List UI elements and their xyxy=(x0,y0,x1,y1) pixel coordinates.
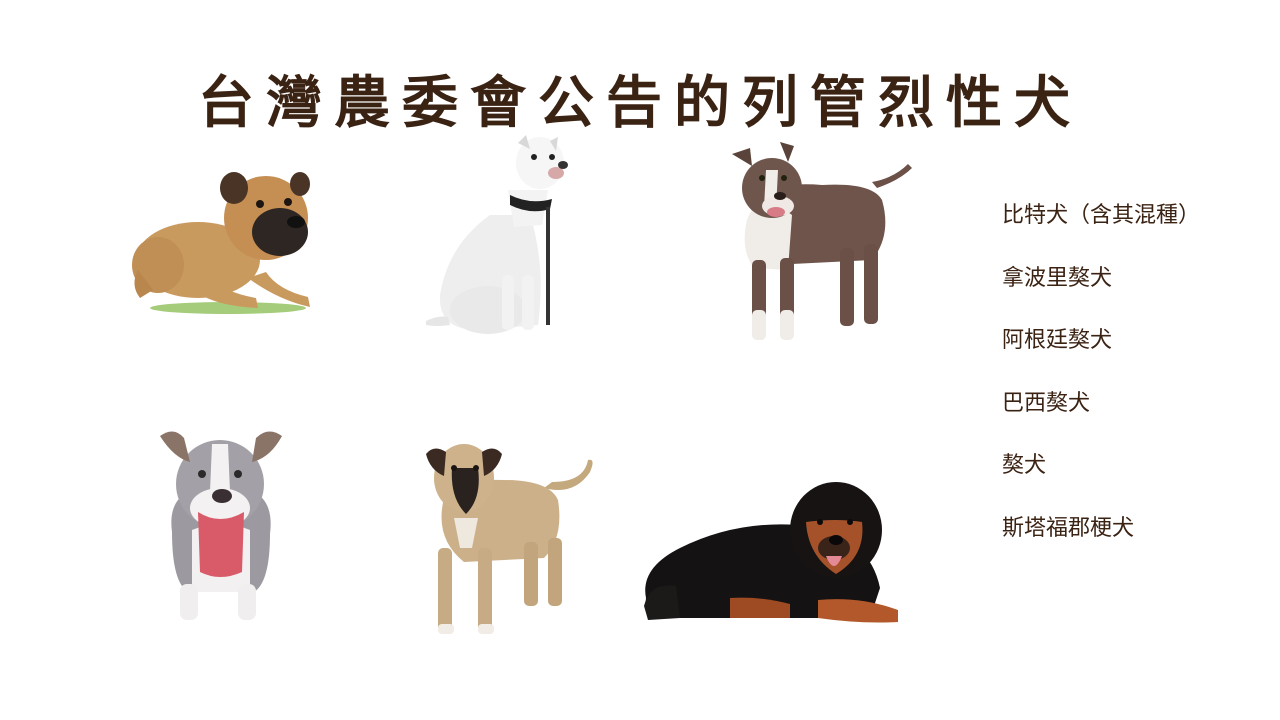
bullmastiff-lying-photo xyxy=(128,160,318,320)
breed-item: 比特犬（含其混種） xyxy=(1002,203,1201,228)
tibetan-mastiff-lying-photo xyxy=(640,478,902,630)
breed-item: 巴西獒犬 xyxy=(1002,390,1091,416)
pit-bull-head-photo xyxy=(158,422,284,626)
breed-item: 獒犬 xyxy=(1002,453,1047,478)
dogo-argentino-sitting-photo xyxy=(418,135,568,335)
breed-item: 拿波里獒犬 xyxy=(1002,265,1113,291)
breed-list: 比特犬（含其混種） 拿波里獒犬 阿根廷獒犬 巴西獒犬 獒犬 斯塔福郡梗犬 xyxy=(1002,198,1200,573)
fila-brasileiro-standing-photo xyxy=(424,438,596,642)
page-title: 台灣農委會公告的列管烈性犬 xyxy=(198,70,1082,136)
breed-item: 斯塔福郡梗犬 xyxy=(1002,515,1135,541)
pit-bull-standing-photo xyxy=(722,140,914,346)
breed-item: 阿根廷獒犬 xyxy=(1002,328,1113,353)
